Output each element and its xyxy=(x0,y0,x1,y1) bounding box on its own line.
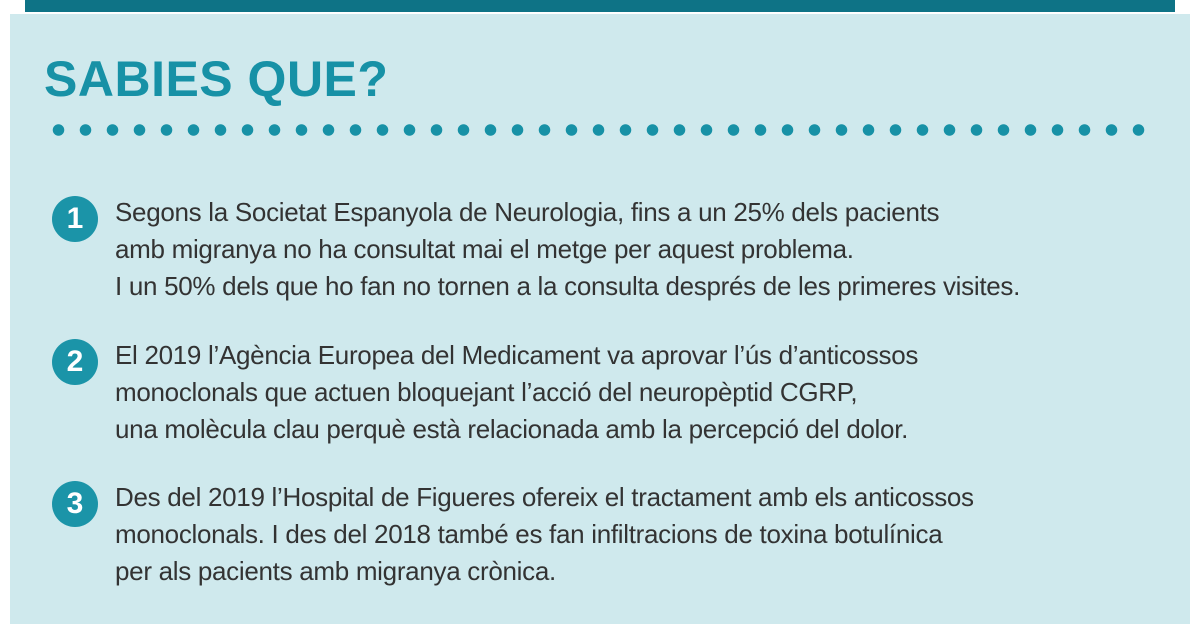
fact-line: monoclonals que actuen bloquejant l’acci… xyxy=(115,377,858,407)
fact-line: Segons la Societat Espanyola de Neurolog… xyxy=(115,197,940,227)
fact-line: El 2019 l’Agència Europea del Medicament… xyxy=(115,340,919,370)
fact-line: I un 50% dels que ho fan no tornen a la … xyxy=(115,271,1021,301)
top-accent-bar xyxy=(25,0,1175,12)
fact-line: una molècula clau perquè està relacionad… xyxy=(115,414,909,444)
fact-item-3: 3 Des del 2019 l’Hospital de Figueres of… xyxy=(52,479,974,590)
dotted-divider xyxy=(45,123,1151,137)
fact-text: Des del 2019 l’Hospital de Figueres ofer… xyxy=(115,479,974,590)
infographic-card: SABIES QUE? 1 Segons la Societat Espanyo… xyxy=(10,14,1190,624)
fact-line: per als pacients amb migranya crònica. xyxy=(115,556,556,586)
fact-item-1: 1 Segons la Societat Espanyola de Neurol… xyxy=(52,194,1020,305)
page-title: SABIES QUE? xyxy=(44,51,389,107)
fact-item-2: 2 El 2019 l’Agència Europea del Medicame… xyxy=(52,337,918,448)
fact-text: El 2019 l’Agència Europea del Medicament… xyxy=(115,337,918,448)
fact-line: monoclonals. I des del 2018 també es fan… xyxy=(115,519,943,549)
fact-line: Des del 2019 l’Hospital de Figueres ofer… xyxy=(115,482,974,512)
fact-number-badge: 3 xyxy=(52,481,98,527)
fact-number-badge: 1 xyxy=(52,196,98,242)
fact-text: Segons la Societat Espanyola de Neurolog… xyxy=(115,194,1020,305)
fact-line: amb migranya no ha consultat mai el metg… xyxy=(115,234,854,264)
fact-number-badge: 2 xyxy=(52,339,98,385)
